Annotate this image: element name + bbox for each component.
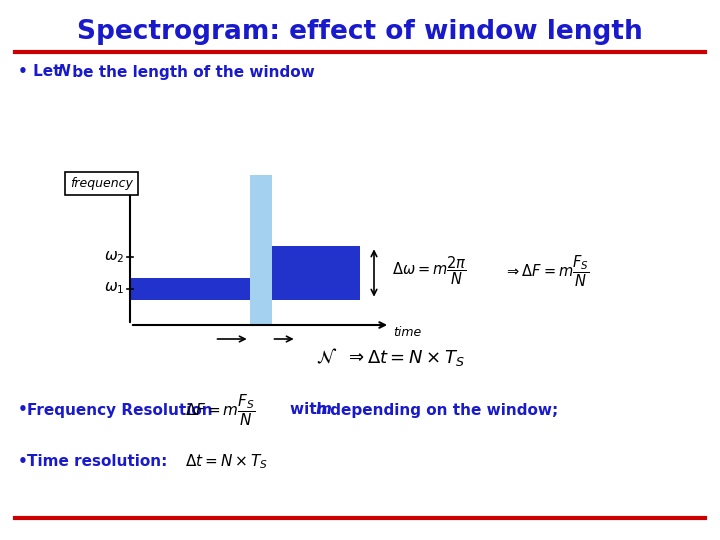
Bar (250, 175, 271, 325)
Text: $\omega_1$: $\omega_1$ (104, 281, 124, 296)
Text: time: time (393, 326, 421, 339)
Bar (271, 246, 360, 300)
Text: •: • (18, 455, 33, 469)
Text: be the length of the window: be the length of the window (67, 64, 315, 79)
Text: Frequency Resolution: Frequency Resolution (27, 402, 212, 417)
Text: $\Rightarrow \Delta F = m\dfrac{F_S}{N}$: $\Rightarrow \Delta F = m\dfrac{F_S}{N}$ (504, 253, 590, 288)
Text: • Let: • Let (18, 64, 66, 79)
Text: $\Delta\omega = m\dfrac{2\pi}{N}$: $\Delta\omega = m\dfrac{2\pi}{N}$ (392, 255, 467, 287)
Text: with: with (290, 402, 333, 417)
Text: Time resolution:: Time resolution: (27, 455, 167, 469)
Text: •: • (18, 402, 33, 417)
Bar (130, 278, 250, 300)
Text: $\Delta t = N \times T_S$: $\Delta t = N \times T_S$ (185, 453, 268, 471)
Text: frequency: frequency (70, 177, 133, 190)
Text: $\omega_2$: $\omega_2$ (104, 249, 124, 265)
Text: Spectrogram: effect of window length: Spectrogram: effect of window length (77, 19, 643, 45)
Text: depending on the window;: depending on the window; (325, 402, 558, 417)
Text: $\mathcal{N}\ \ \Rightarrow \Delta t = N \times T_S$: $\mathcal{N}\ \ \Rightarrow \Delta t = N… (315, 346, 464, 368)
Text: $\Delta F = m\dfrac{F_S}{N}$: $\Delta F = m\dfrac{F_S}{N}$ (185, 392, 256, 428)
Text: m: m (316, 402, 332, 417)
Text: N: N (58, 64, 71, 79)
